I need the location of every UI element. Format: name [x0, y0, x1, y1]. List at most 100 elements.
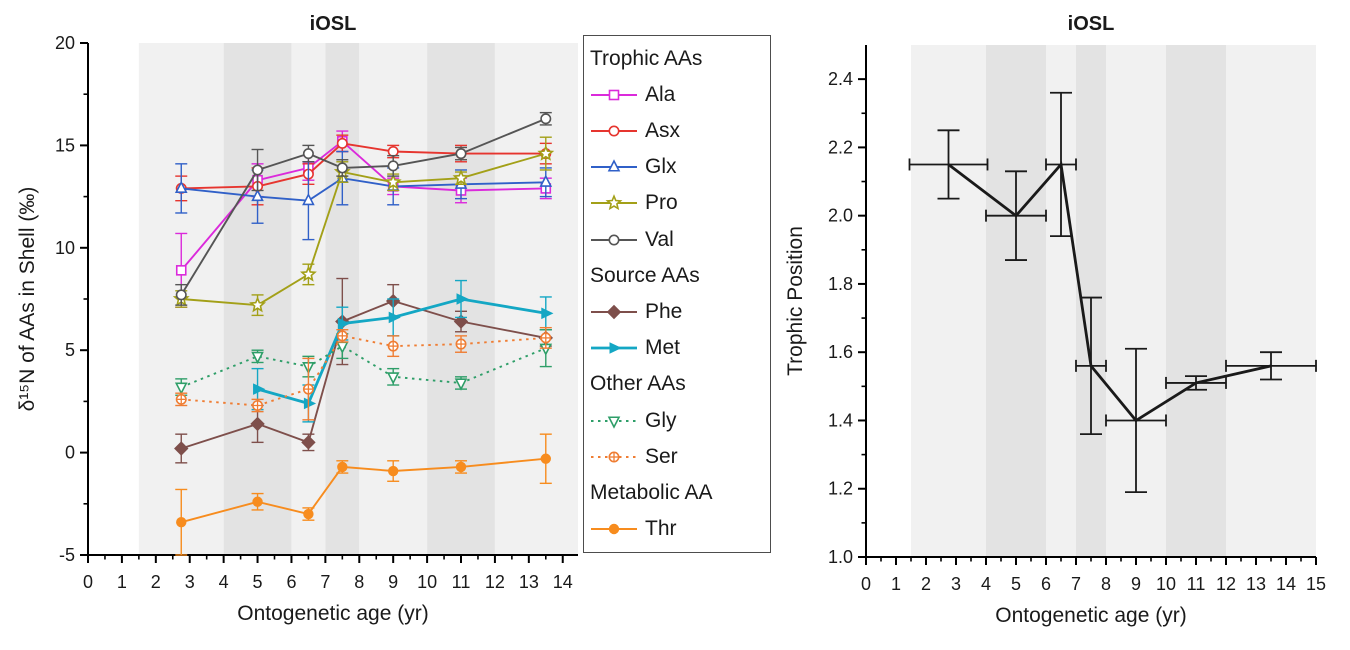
legend-marker-ser-icon	[591, 451, 637, 463]
y-axis-label: δ¹⁵N of AAs in Shell (‰)	[16, 187, 39, 412]
x-tick-label: 3	[951, 574, 961, 594]
legend-item-ala: Ala	[590, 77, 766, 112]
x-tick-label: 3	[185, 572, 195, 592]
legend-marker-ala-icon	[591, 89, 637, 101]
x-tick-label: 10	[417, 572, 437, 592]
x-tick-label: 9	[388, 572, 398, 592]
x-tick-label: 6	[1041, 574, 1051, 594]
legend-item-gly: Gly	[590, 403, 766, 438]
legend-group-header-metabolic-aa: Metabolic AA	[590, 481, 713, 505]
x-tick-label: 2	[151, 572, 161, 592]
legend-group-header-trophic-aas: Trophic AAs	[590, 46, 703, 70]
legend-marker-thr-icon	[591, 524, 637, 535]
legend-item-met: Met	[590, 331, 766, 366]
age-band	[1226, 45, 1316, 557]
x-tick-label: 4	[981, 574, 991, 594]
x-axis-label: Ontogenetic age (yr)	[237, 602, 428, 625]
y-tick-label: 1.0	[828, 547, 853, 567]
legend: Trophic AAs Ala Asx Glx Pro Val Source AAs Phe M…	[583, 35, 771, 553]
legend-item-val: Val	[590, 222, 766, 257]
y-tick-label: 1.6	[828, 342, 853, 362]
legend-marker-asx-icon	[591, 125, 637, 137]
x-tick-label: 10	[1156, 574, 1176, 594]
legend-item-label: Met	[645, 336, 681, 360]
age-band	[986, 45, 1046, 557]
legend-item-label: Glx	[645, 155, 677, 179]
axes: 1.01.21.41.61.82.02.22.40 1 2 3 4 5 6 7 8 9 10 11 12…	[828, 45, 1326, 594]
y-tick-label: 15	[55, 135, 75, 155]
x-tick-label: 15	[1306, 574, 1326, 594]
legend-marker-phe-icon	[591, 304, 637, 320]
chart-title: iOSL	[310, 13, 357, 35]
legend-item-asx: Asx	[590, 113, 766, 148]
legend-item-ser: Ser	[590, 439, 766, 474]
series-val	[175, 111, 552, 306]
x-tick-label: 14	[1276, 574, 1296, 594]
y-tick-label: 0	[65, 443, 75, 463]
y-axis-label: Trophic Position	[784, 226, 807, 376]
y-tick-label: 2.4	[828, 69, 853, 89]
x-tick-label: 1	[891, 574, 901, 594]
x-tick-label: 12	[1216, 574, 1236, 594]
legend-marker-glx-icon	[591, 159, 637, 172]
legend-marker-val-icon	[591, 234, 637, 246]
series-line	[257, 297, 547, 406]
y-tick-label: 5	[65, 340, 75, 360]
legend-item-label: Gly	[645, 408, 677, 432]
legend-item-label: Ala	[645, 82, 676, 106]
legend-item-pro: Pro	[590, 186, 766, 221]
age-band	[494, 43, 578, 555]
background-bands	[911, 45, 1316, 557]
x-tick-label: 13	[519, 572, 539, 592]
y-tick-label: 20	[55, 33, 75, 53]
legend-group-header-other-aas: Other AAs	[590, 372, 686, 396]
x-tick-label: 14	[553, 572, 573, 592]
series-thr	[175, 433, 552, 556]
x-tick-label: 6	[286, 572, 296, 592]
chart-title: iOSL	[1068, 13, 1115, 35]
x-tick-label: 12	[485, 572, 505, 592]
series-pro	[172, 136, 555, 317]
x-tick-label: 1	[117, 572, 127, 592]
age-band	[291, 43, 326, 555]
x-axis-label: Ontogenetic age (yr)	[995, 604, 1186, 627]
legend-marker-pro-icon	[591, 194, 637, 211]
legend-item-label: Pro	[645, 191, 678, 215]
x-tick-label: 5	[1011, 574, 1021, 594]
legend-item-label: Phe	[645, 300, 683, 324]
series-gly	[174, 329, 553, 396]
age-band	[911, 45, 986, 557]
y-tick-label: 1.2	[828, 479, 853, 499]
x-tick-label: 4	[219, 572, 229, 592]
legend-marker-gly-icon	[591, 416, 637, 429]
x-tick-label: 7	[320, 572, 330, 592]
legend-marker-met-icon	[591, 342, 637, 355]
y-tick-label: 2.0	[828, 206, 853, 226]
legend-item-label: Ser	[645, 444, 678, 468]
x-tick-label: 2	[921, 574, 931, 594]
y-tick-label: 10	[55, 238, 75, 258]
x-tick-label: 11	[1187, 574, 1206, 594]
x-tick-label: 8	[1101, 574, 1111, 594]
age-band	[1166, 45, 1226, 557]
y-tick-label: 1.4	[828, 410, 853, 430]
legend-item-label: Asx	[645, 118, 681, 142]
x-tick-label: 13	[1246, 574, 1266, 594]
y-tick-label: 2.2	[828, 137, 853, 157]
x-tick-label: 0	[861, 574, 871, 594]
series-trophic-position	[908, 91, 1317, 494]
x-tick-label: 7	[1071, 574, 1081, 594]
y-tick-label: -5	[59, 545, 75, 565]
x-tick-label: 5	[253, 572, 263, 592]
legend-item-phe: Phe	[590, 295, 766, 330]
legend-item-glx: Glx	[590, 150, 766, 185]
x-tick-label: 9	[1131, 574, 1141, 594]
legend-item-label: Thr	[645, 517, 677, 541]
right-chart: 1.01.21.41.61.82.02.22.40 1 2 3 4 5 6 7 8 9 10 11 12…	[784, 13, 1326, 627]
y-tick-label: 1.8	[828, 274, 853, 294]
legend-item-label: Val	[645, 227, 674, 251]
background-bands	[138, 43, 578, 555]
